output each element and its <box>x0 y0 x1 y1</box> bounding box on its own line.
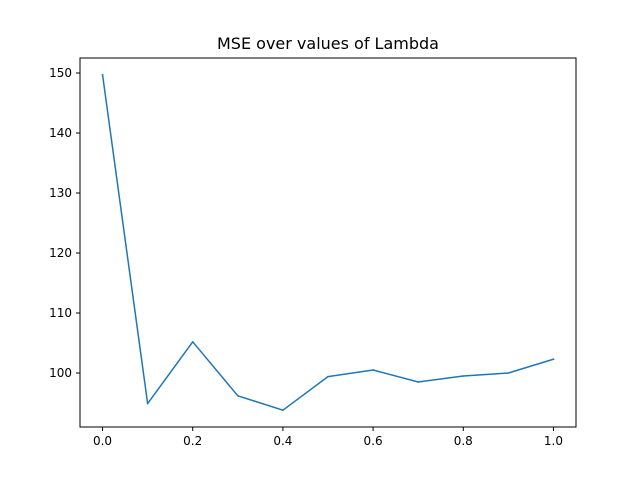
y-axis: 100 110 120 130 140 150 <box>49 66 80 380</box>
data-point <box>552 358 555 361</box>
x-tick-label: 0.0 <box>93 434 112 448</box>
x-tick-label: 0.8 <box>454 434 473 448</box>
y-tick-label: 150 <box>49 66 72 80</box>
data-point <box>237 395 239 397</box>
data-point <box>191 341 194 343</box>
y-tick-label: 100 <box>49 366 72 380</box>
data-point <box>101 74 104 76</box>
x-axis: 0.0 0.2 0.4 0.6 0.8 1.0 <box>93 427 563 448</box>
data-point <box>372 369 374 371</box>
data-point <box>507 372 510 374</box>
plot-area <box>101 73 555 412</box>
x-tick-label: 0.6 <box>364 434 383 448</box>
x-tick-label: 1.0 <box>544 434 563 448</box>
x-tick-label: 0.4 <box>273 434 292 448</box>
data-point <box>462 375 465 377</box>
axes-frame <box>79 57 577 428</box>
y-tick-label: 140 <box>49 126 72 140</box>
data-point <box>417 381 419 383</box>
y-tick-label: 130 <box>49 186 72 200</box>
chart-title: MSE over values of Lambda <box>217 34 439 53</box>
data-point <box>282 409 284 412</box>
y-tick-label: 120 <box>49 246 72 260</box>
x-tick-label: 0.2 <box>183 434 202 448</box>
data-point <box>327 375 329 378</box>
y-tick-label: 110 <box>49 306 72 320</box>
data-point <box>146 402 149 405</box>
